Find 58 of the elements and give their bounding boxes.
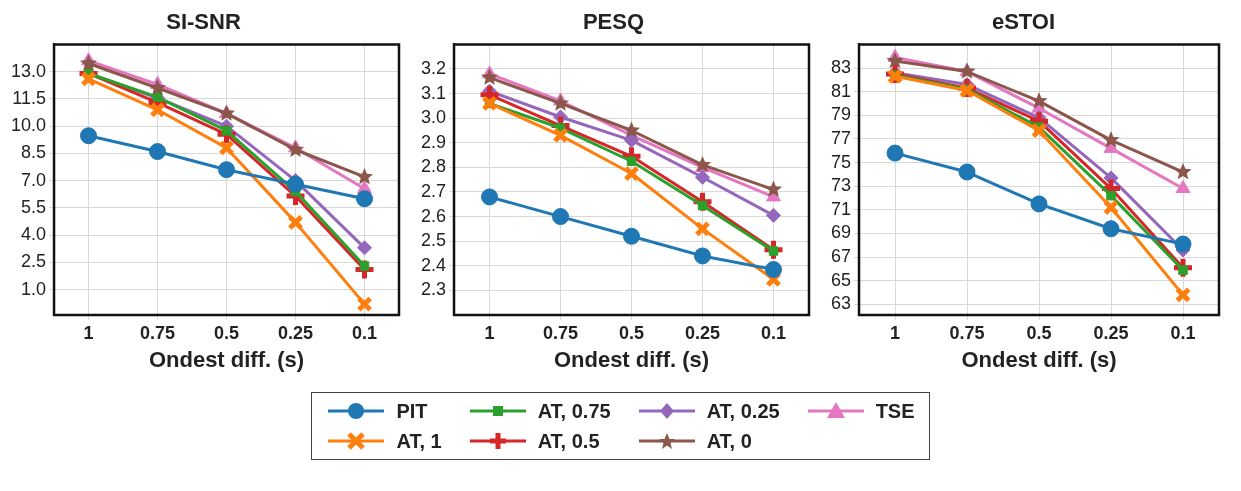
y-tick-label: 5.5	[21, 196, 47, 217]
y-tick-label: 63	[830, 293, 852, 314]
y-tick-label: 67	[830, 246, 852, 267]
x-tick-label: 0.75	[140, 322, 176, 343]
x-tick-label: 0.25	[684, 322, 721, 343]
x-tick-label: 1	[484, 322, 495, 343]
x-tick-label: 0.1	[760, 322, 787, 343]
chart-title: PESQ	[582, 9, 645, 35]
y-tick-label: 2.4	[420, 254, 447, 275]
x-tick-label: 0.5	[214, 322, 240, 343]
y-tick-label: 71	[830, 198, 852, 219]
x-tick-label: 0.75	[542, 322, 579, 343]
x-tick-label: 0.1	[351, 322, 378, 343]
y-tick-label: 83	[830, 57, 852, 77]
x-axis-title: Ondest diff. (s)	[148, 346, 305, 372]
y-tick-label: 7.0	[21, 169, 47, 190]
x-tick-label: 0.25	[277, 322, 314, 343]
x-tick-label: 0.25	[1093, 322, 1129, 343]
legend-label: AT, 0	[706, 429, 752, 453]
x-tick-label: 0.1	[1170, 322, 1196, 343]
y-tick-label: 73	[830, 175, 852, 196]
x-tick-label: 0.75	[949, 322, 985, 343]
x-axis-title: Ondest diff. (s)	[553, 346, 710, 372]
legend-label: AT, 0.5	[537, 429, 600, 453]
y-tick-label: 2.5	[420, 230, 447, 251]
y-tick-label: 3.2	[420, 57, 447, 78]
y-tick-label: 2.8	[420, 156, 447, 177]
y-tick-label: 2.6	[420, 205, 447, 226]
legend-label: AT, 1	[396, 429, 442, 453]
chart-title: eSTOI	[991, 9, 1056, 35]
x-tick-label: 1	[890, 322, 901, 343]
y-tick-label: 3.1	[420, 82, 447, 103]
y-tick-label: 10.0	[10, 115, 47, 136]
legend-label: TSE	[875, 399, 915, 423]
legend-label: AT, 0.75	[537, 399, 611, 423]
y-tick-label: 4.0	[21, 224, 47, 245]
y-tick-label: 8.5	[21, 142, 47, 163]
y-tick-label: 1.0	[21, 278, 47, 299]
x-tick-label: 1	[83, 322, 94, 343]
y-tick-label: 75	[830, 151, 852, 172]
y-tick-label: 65	[830, 269, 852, 290]
legend-label: AT, 0.25	[706, 399, 780, 423]
y-tick-label: 2.7	[420, 180, 447, 201]
chart-title: SI-SNR	[166, 9, 241, 35]
legend-label: PIT	[396, 399, 428, 423]
x-axis-title: Ondest diff. (s)	[961, 346, 1117, 372]
y-tick-label: 3.0	[420, 107, 447, 128]
y-tick-label: 2.5	[21, 251, 47, 272]
y-tick-label: 2.9	[420, 131, 447, 152]
y-tick-label: 11.5	[12, 87, 47, 108]
y-tick-label: 69	[830, 222, 852, 243]
y-tick-label: 81	[830, 80, 852, 101]
y-tick-label: 77	[830, 127, 852, 148]
x-tick-label: 0.5	[1026, 322, 1052, 343]
y-tick-label: 2.3	[420, 279, 447, 300]
y-tick-label: 13.0	[10, 60, 47, 81]
x-tick-label: 0.5	[619, 322, 645, 343]
y-tick-label: 79	[830, 104, 852, 125]
